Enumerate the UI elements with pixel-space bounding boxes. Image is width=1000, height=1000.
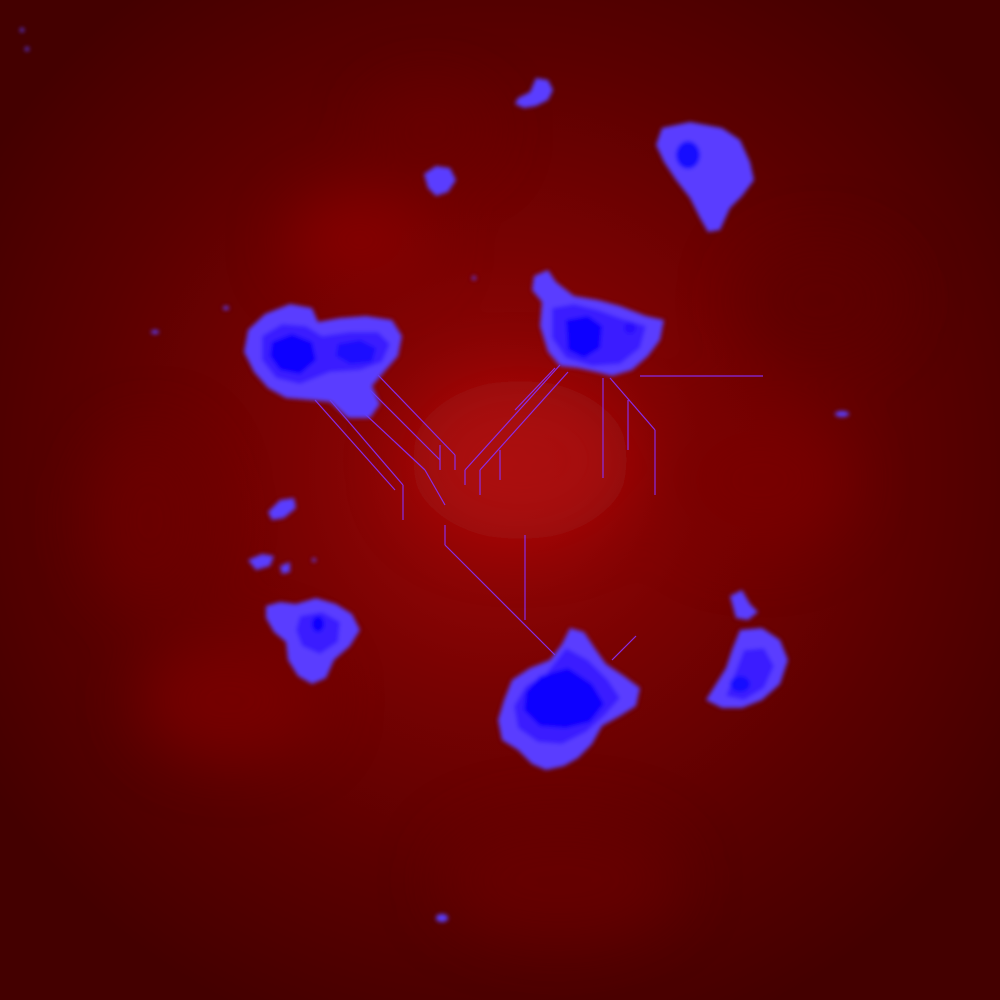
vein-line [444,544,556,656]
island-west-large [244,304,402,418]
cloud-patch [370,90,490,170]
cloud-patch [90,430,210,610]
island-north-small [515,78,553,108]
cloud-patch [740,240,900,360]
vein-line [464,364,561,471]
island-specks [20,28,849,922]
vein-line [424,469,446,506]
island-southeast [706,590,788,708]
vein-line [514,367,556,411]
island-center-north [532,270,664,376]
cloud-patch [410,380,630,540]
vein-line [611,635,637,661]
cloud-patch [440,820,680,940]
vein-lines [314,364,763,661]
cloud-patch [290,195,430,285]
vein-line [609,377,656,431]
cloud-patch [670,410,850,550]
island-south-large [498,628,640,770]
island-southwest [266,598,360,684]
cloud-layer [90,90,900,940]
vein-line [329,399,404,486]
island-northeast [656,122,754,232]
vein-line [479,371,569,471]
island-north-tiny [424,166,456,196]
island-west-fragment [248,498,296,574]
vein-line [377,374,456,456]
islands-layer [20,28,849,922]
vein-line [369,389,441,461]
vein-line [314,399,396,491]
cloud-patch [140,640,320,760]
